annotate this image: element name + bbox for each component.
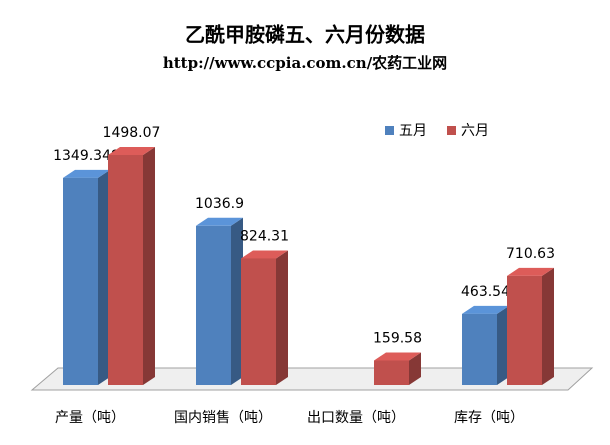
data-label: 159.58: [373, 330, 422, 346]
bar-side: [143, 147, 155, 385]
data-label: 1349.349: [53, 148, 120, 164]
bar-side: [542, 267, 554, 385]
bar-front: [196, 225, 231, 385]
bar-top: [462, 305, 509, 314]
legend-label: 五月: [399, 123, 427, 139]
bar-front: [507, 275, 542, 385]
chart-subtitle: http://www.ccpia.com.cn/农药工业网: [163, 54, 447, 72]
bar-side: [98, 169, 110, 385]
bar: [108, 147, 155, 385]
bar-side: [497, 305, 509, 385]
bar-front: [462, 313, 497, 385]
bar-top: [374, 352, 421, 361]
bar-top: [196, 217, 243, 226]
bar: [374, 352, 421, 385]
data-label: 824.31: [240, 228, 289, 244]
bar-side: [231, 217, 243, 385]
bar-front: [374, 360, 409, 385]
bar-top: [108, 147, 155, 155]
bar-front: [241, 258, 276, 385]
bar-top: [63, 169, 110, 178]
bar: [507, 267, 554, 385]
bar: [63, 169, 110, 385]
chart-title: 乙酰甲胺磷五、六月份数据: [185, 23, 425, 47]
legend-swatch: [447, 126, 456, 135]
x-tick-label: 出口数量（吨）: [307, 410, 405, 426]
legend-label: 六月: [461, 123, 489, 139]
bar-side: [409, 352, 421, 385]
bar-front: [108, 155, 143, 385]
data-label: 710.63: [506, 246, 555, 262]
bar-front: [63, 177, 98, 385]
bar: [196, 217, 243, 385]
data-label: 1498.07: [103, 125, 161, 141]
x-tick-label: 库存（吨）: [454, 410, 524, 426]
bar-top: [241, 250, 288, 259]
bar: [462, 305, 509, 385]
bar-top: [507, 267, 554, 276]
legend-swatch: [385, 126, 394, 135]
bar-side: [276, 250, 288, 385]
data-label: 463.54: [461, 284, 510, 300]
x-tick-label: 国内销售（吨）: [174, 410, 272, 426]
x-tick-label: 产量（吨）: [55, 410, 125, 426]
data-label: 1036.9: [195, 196, 244, 212]
bar: [241, 250, 288, 385]
